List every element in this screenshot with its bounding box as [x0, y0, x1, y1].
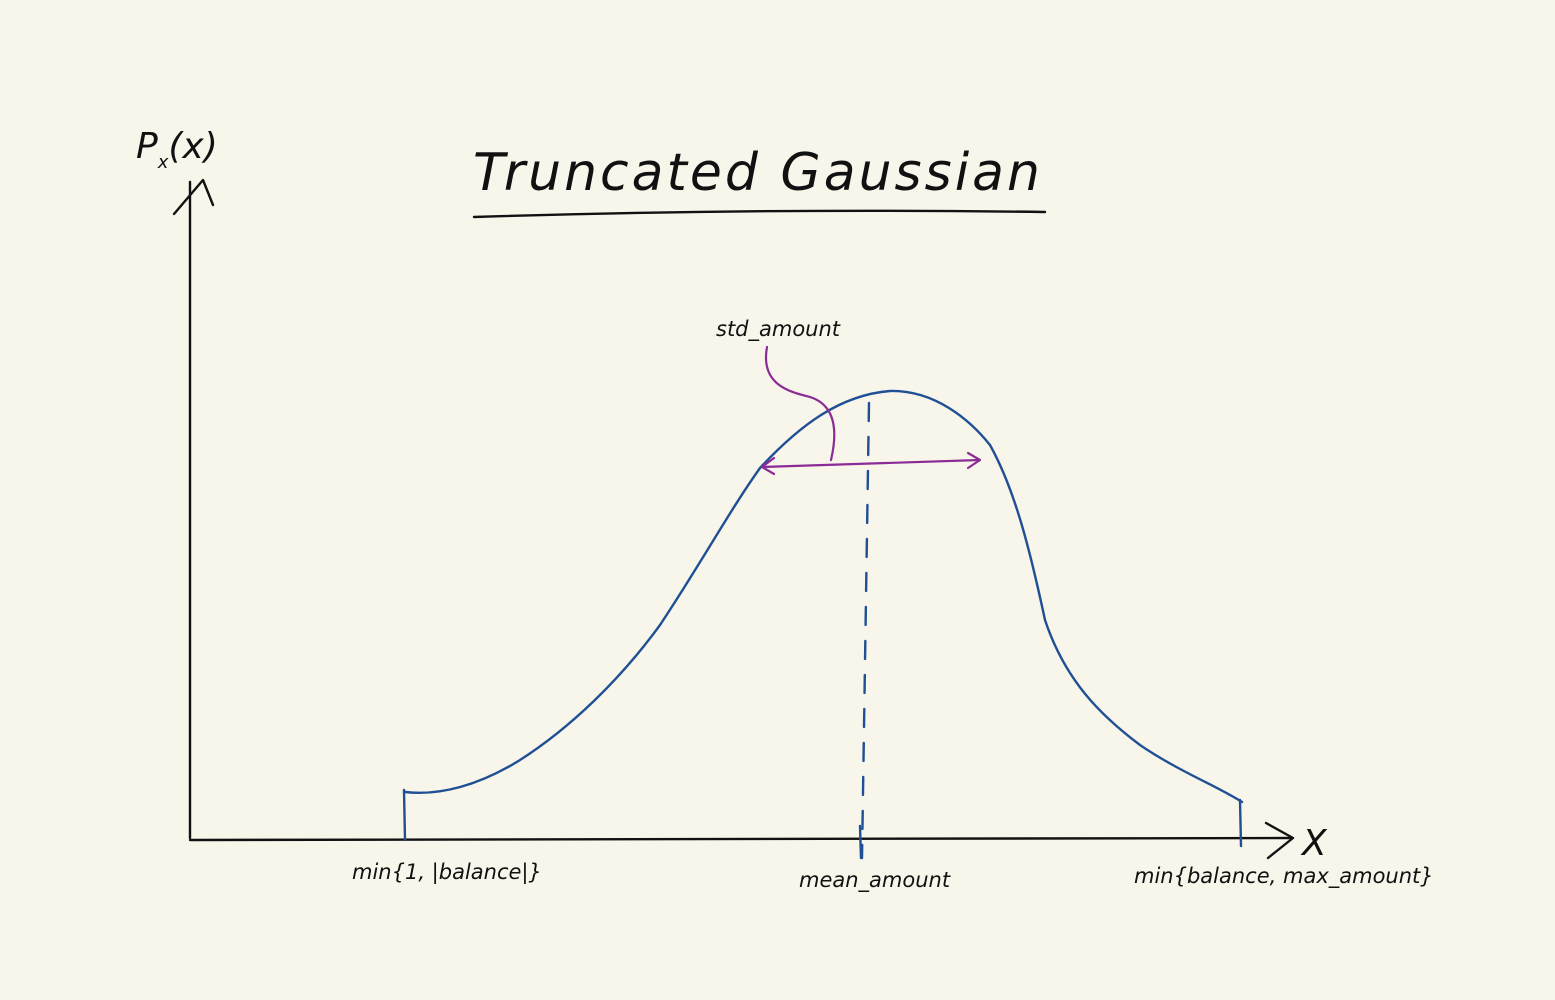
- std-leader-line: [764, 345, 836, 462]
- mean-label: mean_amount: [799, 868, 951, 893]
- std-double-arrow: [760, 458, 982, 469]
- x-axis-label: X: [1300, 823, 1328, 864]
- diagram-title: Truncated Gaussian: [473, 143, 1043, 203]
- title-underline: [472, 209, 1047, 219]
- std-arrow-left-head: [760, 456, 776, 476]
- upper-bound-marker: [1238, 798, 1243, 848]
- y-axis-arrowhead: [172, 178, 215, 216]
- lower-bound-label: min{1, |balance|}: [352, 860, 542, 885]
- mean-dashed-line: [860, 401, 871, 860]
- std-arrow-right-head: [966, 451, 982, 470]
- y-axis-label: Px(x): [136, 126, 218, 173]
- std-label: std_amount: [716, 317, 841, 342]
- mean-tick: [858, 824, 863, 860]
- gaussian-curve: [403, 389, 1244, 804]
- x-axis-line: [188, 836, 1294, 842]
- x-axis-arrowhead: [1264, 821, 1295, 860]
- lower-bound-marker: [402, 788, 407, 842]
- upper-bound-label: min{balance, max_amount}: [1134, 864, 1434, 889]
